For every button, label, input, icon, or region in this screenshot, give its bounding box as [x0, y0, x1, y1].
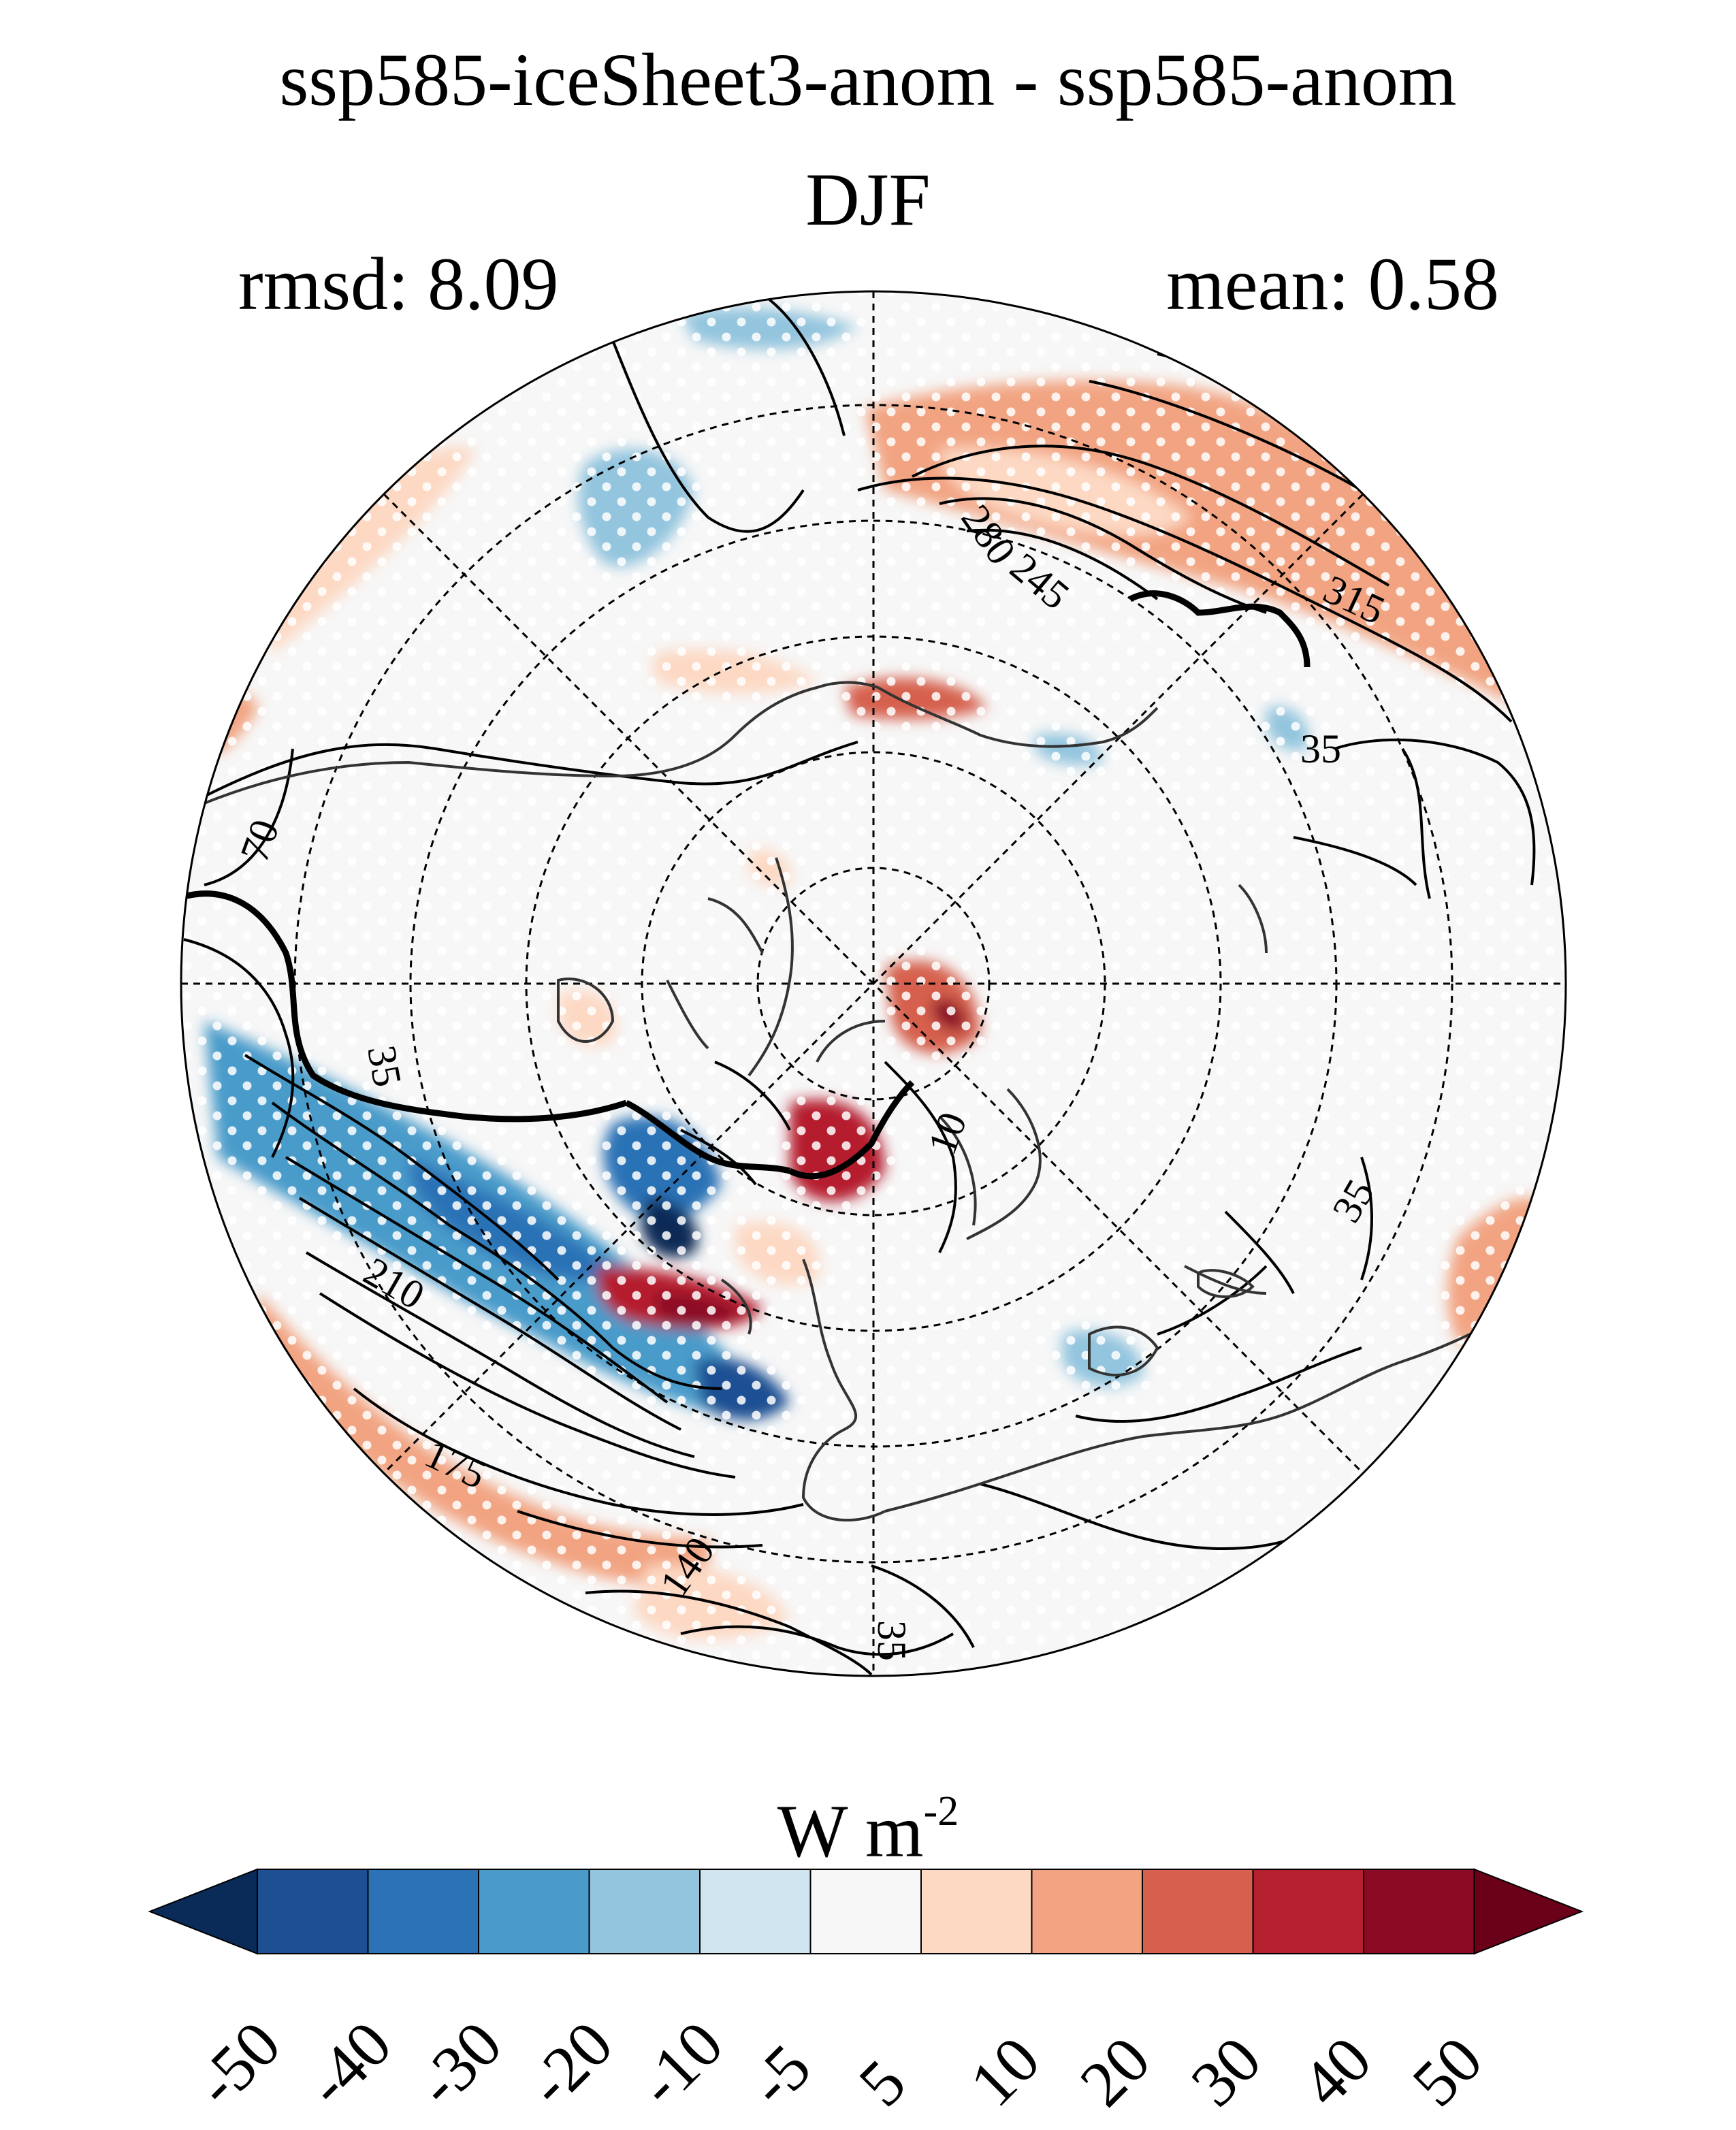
colorbar-box	[588, 1869, 701, 1954]
colorbar-box	[1252, 1869, 1364, 1954]
colorbar-units: W m-2	[777, 1788, 959, 1873]
colorbar-box	[1142, 1869, 1254, 1954]
contour-label: 35	[869, 1620, 914, 1661]
colorbar-extend-high	[1473, 1868, 1584, 1955]
colorbar-box	[1363, 1869, 1475, 1954]
colorbar-box	[1031, 1869, 1143, 1954]
graticule	[181, 291, 1566, 1676]
contour-label: 35	[359, 1042, 410, 1091]
colorbar-box	[699, 1869, 811, 1954]
colorbar-box	[257, 1869, 369, 1954]
mean-stat: mean: 0.58	[1166, 242, 1499, 325]
colorbar	[148, 1868, 1584, 1955]
colorbar-box	[478, 1869, 590, 1954]
rmsd-stat: rmsd: 8.09	[238, 242, 559, 325]
season-label: DJF	[805, 158, 931, 241]
significance-stippling	[181, 291, 1566, 1676]
colorbar-extend-low	[148, 1868, 258, 1955]
polar-map: 280 245 315 35 70 35 210 175 140 35 35 1…	[180, 290, 1567, 1677]
colorbar-box	[920, 1869, 1033, 1954]
colorbar-box	[367, 1869, 479, 1954]
coastline-heavy	[181, 590, 1311, 1180]
colorbar-box	[809, 1869, 922, 1954]
contour-label: 35	[1300, 726, 1341, 771]
map-boundary	[180, 290, 1567, 1677]
map-title: ssp585-iceSheet3-anom - ssp585-anom	[279, 38, 1457, 121]
